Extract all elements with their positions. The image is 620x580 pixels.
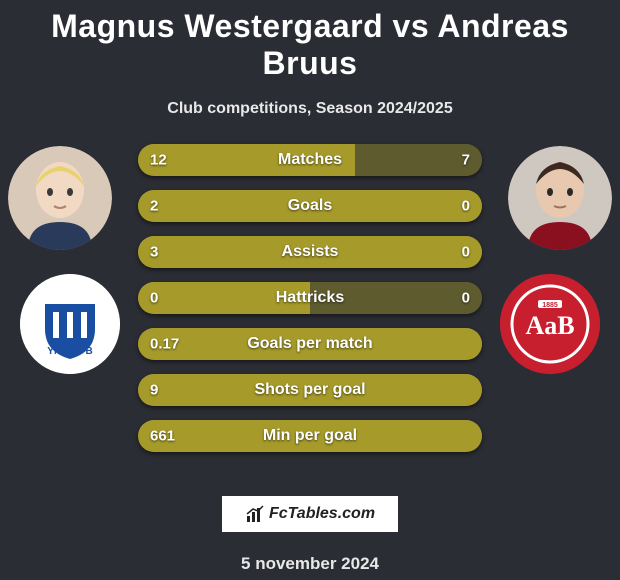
snapshot-date: 5 november 2024: [0, 554, 620, 574]
season-subtitle: Club competitions, Season 2024/2025: [0, 100, 620, 118]
stat-label: Min per goal: [263, 427, 357, 445]
stat-value-right: 0: [462, 198, 470, 215]
svg-text:AaB: AaB: [525, 311, 574, 340]
stat-value-right: 0: [462, 290, 470, 307]
stat-value-right: 0: [462, 244, 470, 261]
stat-label: Hattricks: [276, 289, 344, 307]
stat-row: 9 Shots per goal: [138, 374, 482, 406]
svg-text:1885: 1885: [542, 302, 558, 309]
stat-row: 12 Matches 7: [138, 144, 482, 176]
stat-bars: 12 Matches 7 2 Goals 0 3 Assists 0 0 Hattricks 0 0.1…: [138, 144, 482, 466]
stat-row: 661 Min per goal: [138, 420, 482, 452]
stat-label: Goals per match: [247, 335, 372, 353]
club-left-badge: YNGBY B: [20, 274, 120, 374]
player-face-icon: [8, 146, 112, 250]
stat-value-left: 9: [150, 382, 158, 399]
chart-icon: [245, 504, 265, 524]
stat-label: Assists: [282, 243, 339, 261]
stat-label: Matches: [278, 151, 342, 169]
stat-row: 0 Hattricks 0: [138, 282, 482, 314]
fctables-logo: FcTables.com: [220, 494, 400, 534]
stat-value-right: 7: [462, 152, 470, 169]
stat-value-left: 3: [150, 244, 158, 261]
logo-text: FcTables.com: [269, 505, 375, 523]
stat-value-left: 0: [150, 290, 158, 307]
stat-value-left: 0.17: [150, 336, 179, 353]
stat-value-left: 661: [150, 428, 175, 445]
stat-row: 2 Goals 0: [138, 190, 482, 222]
svg-text:YNGBY B: YNGBY B: [47, 346, 92, 357]
stat-value-left: 12: [150, 152, 167, 169]
stat-row: 3 Assists 0: [138, 236, 482, 268]
club-right-badge: AaB 1885: [500, 274, 600, 374]
comparison-content: YNGBY B AaB 1885 12 Matches 7 2 Goals 0 3 Assis…: [0, 146, 620, 476]
stat-value-left: 2: [150, 198, 158, 215]
player-right-avatar: [508, 146, 612, 250]
player-face-icon: [508, 146, 612, 250]
stat-label: Shots per goal: [254, 381, 365, 399]
player-left-avatar: [8, 146, 112, 250]
stat-label: Goals: [288, 197, 332, 215]
stat-row: 0.17 Goals per match: [138, 328, 482, 360]
comparison-title: Magnus Westergaard vs Andreas Bruus: [0, 0, 620, 82]
